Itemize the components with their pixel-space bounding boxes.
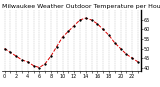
Text: Milwaukee Weather Outdoor Temperature per Hour (Last 24 Hours): Milwaukee Weather Outdoor Temperature pe… <box>2 4 160 9</box>
